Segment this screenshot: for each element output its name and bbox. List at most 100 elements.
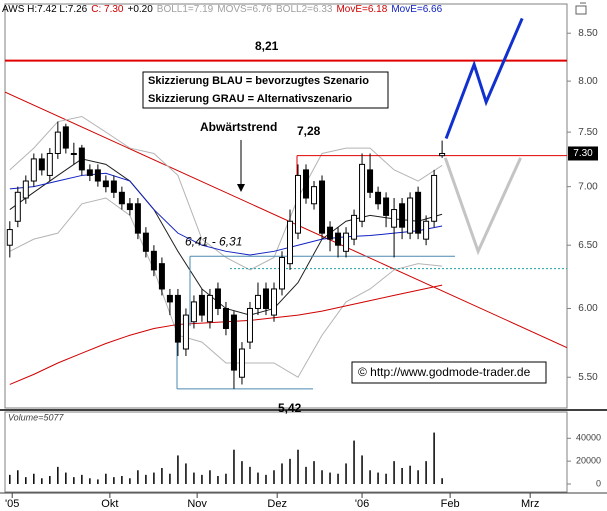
y-tick-label: 6.50 [578,240,598,251]
x-tick-label: '06 [355,498,369,510]
candle-body [295,174,302,234]
candle-body [38,158,45,171]
volume-y-tick-label: 0 [596,478,601,488]
level-label: 5,42 [278,401,302,415]
indicator-line [9,197,443,378]
candle-body [110,180,117,193]
candle-body [126,203,133,211]
trendline [5,91,567,349]
scenario-line [443,157,522,256]
x-tick-label: Okt [101,498,118,510]
candle-body [54,131,61,154]
note: Skizzierung BLAU = bevorzugtes Szenario [148,75,369,87]
candle-body [30,158,37,182]
candle-body [270,288,277,316]
candle-body [343,232,350,252]
candle-body [391,209,398,228]
x-tick-label: Mrz [521,498,539,510]
candle-body [182,314,189,350]
candle-body [303,169,310,199]
price-panel [4,3,568,409]
volume-y-tick-label: 20000 [576,456,601,466]
candle-body [246,307,253,343]
candle-body [375,191,382,205]
header: AWS H:7.42 L:7.26 C: 7.30 +0.20 BOLL1=7.19 M… [2,4,443,15]
candle-body [14,191,21,222]
candle-body [174,294,181,343]
candle-body [102,180,109,188]
header-item: AWS H:7.42 L:7.26 [2,4,88,15]
candle-body [70,152,77,155]
candle-body [407,197,414,234]
header-item: BOLL2=6.33 [276,4,333,15]
last-price-label: 7.30 [573,148,593,159]
candle-body [222,307,229,329]
candle-body [22,180,29,199]
candle-body [415,191,422,234]
candle-body [367,169,374,193]
note-box [142,71,389,109]
volume-y-tick-label: 40000 [576,433,601,443]
candle-body [319,180,326,234]
y-tick-label: 8.00 [578,76,598,87]
zone-label: 6,41 - 6,31 [185,234,242,248]
candle-body [431,174,438,222]
candle-body [335,232,342,246]
plot-area [5,17,567,390]
copyright-box [351,361,547,384]
candle-body [142,232,149,252]
candle-body [311,186,318,205]
corner-icon [575,2,587,15]
y-tick-label: 8.50 [578,28,598,39]
header-item: MovE=6.66 [391,4,442,15]
volume-panel [4,411,568,493]
candle-body [287,220,294,265]
x-tick-label: Nov [187,498,207,510]
candle-body [423,220,430,240]
y-tick-label: 7.50 [578,127,598,138]
x-tick-label: Dez [267,498,287,510]
candle-body [439,152,446,157]
candle-body [383,197,390,216]
candle-body [6,229,13,246]
trend-label: Abwärtstrend [200,120,277,134]
trend-arrowhead [237,184,245,192]
candle-body [238,348,245,378]
x-tick-label: Feb [441,498,460,510]
header-item: C: 7.30 [91,4,124,15]
y-tick-label: 6.00 [578,303,598,314]
candle-body [327,226,334,240]
scenario-line [444,17,524,140]
candle-body [399,203,406,228]
y-tick-label: 5.50 [578,372,598,383]
candle-body [198,294,205,316]
header-item: +0.20 [127,4,153,15]
candle-body [254,294,261,309]
level-label: 7,28 [297,124,321,138]
candle-body [278,256,285,290]
candle-body [46,152,53,176]
candle-body [262,288,269,309]
candle-body [62,126,69,149]
candle-body [206,294,213,323]
last-price-box [568,146,598,161]
candle-body [150,250,157,271]
volume-label: Volume=5077 [8,412,64,422]
indicator-line [9,115,443,271]
header-item: MovE=6.18 [336,4,387,15]
candle-body [134,203,141,234]
candle-body [214,288,221,309]
note: Skizzierung GRAU = Alternativszenario [148,93,352,105]
candle-body [230,314,237,371]
candle-body [94,169,101,182]
candle-body [158,263,165,290]
candle-body [351,214,358,240]
level-label: 8,21 [255,39,279,53]
candle-body [78,147,85,171]
candle-body [86,169,93,176]
x-tick-label: '05 [5,498,19,510]
candle-body [118,191,125,205]
candle-body [166,294,173,303]
header-item: BOLL1=7.19 [157,4,214,15]
